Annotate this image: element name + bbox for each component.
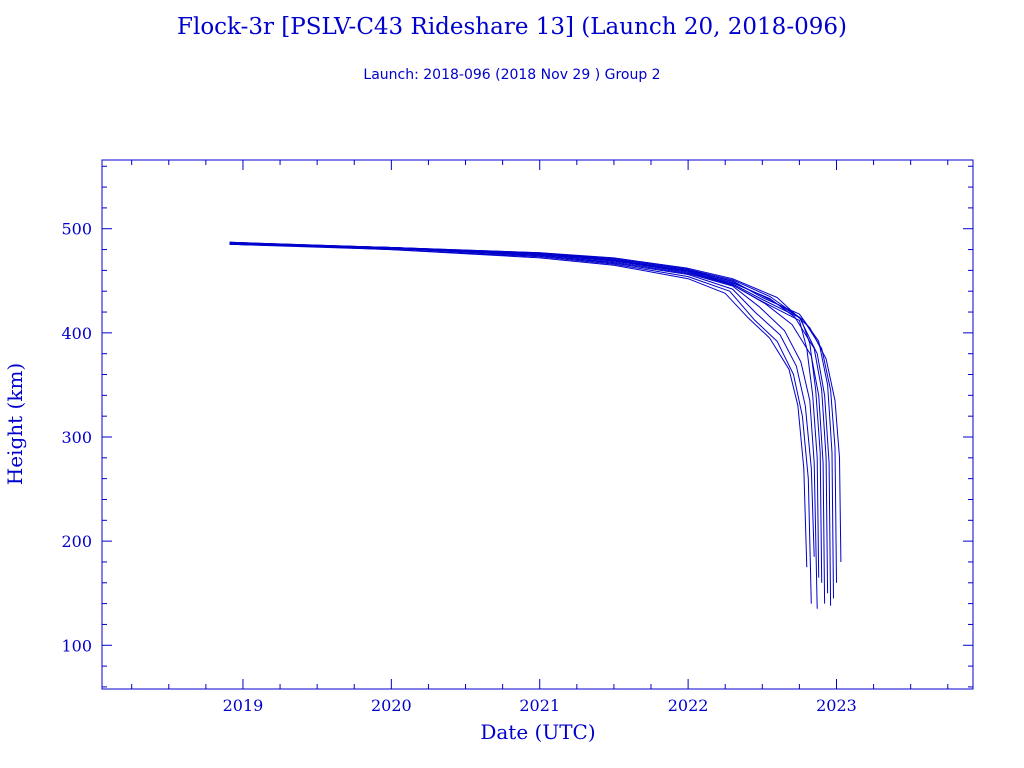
- series-line-11: [229, 241, 837, 583]
- x-tick-label: 2021: [519, 696, 560, 715]
- x-tick-label: 2019: [223, 696, 264, 715]
- plot-frame: [101, 159, 974, 690]
- x-tick-label: 2020: [371, 696, 412, 715]
- y-tick-label: 400: [61, 324, 92, 343]
- y-tick-label: 200: [61, 532, 92, 551]
- series-line-2: [229, 242, 812, 604]
- y-tick-label: 100: [61, 636, 92, 655]
- y-axis-label: Height (km): [3, 363, 27, 485]
- series-line-3: [229, 243, 815, 557]
- series-line-5: [229, 242, 820, 578]
- series-line-1: [229, 243, 808, 568]
- x-tick-label: 2022: [668, 696, 709, 715]
- chart-title: Flock-3r [PSLV-C43 Rideshare 13] (Launch…: [177, 14, 847, 40]
- chart-subtitle: Launch: 2018-096 (2018 Nov 29 ) Group 2: [363, 67, 661, 83]
- series-line-7: [229, 243, 826, 604]
- y-tick-label: 300: [61, 428, 92, 447]
- x-tick-label: 2023: [816, 696, 857, 715]
- x-axis-label: Date (UTC): [480, 720, 595, 744]
- series-line-10: [229, 243, 834, 599]
- y-tick-label: 500: [61, 220, 92, 239]
- series-line-4: [229, 241, 818, 609]
- series-line-12: [229, 242, 842, 563]
